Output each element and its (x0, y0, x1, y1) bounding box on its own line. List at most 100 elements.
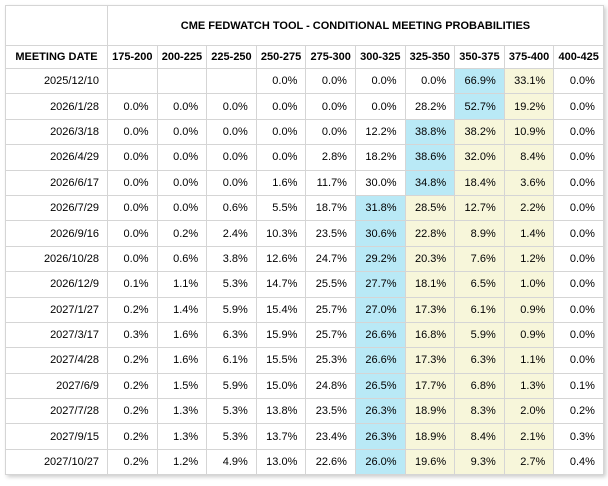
fedwatch-probabilities-table: CME FEDWATCH TOOL - CONDITIONAL MEETING … (5, 5, 604, 476)
probability-cell: 27.0% (354, 296, 406, 323)
meeting-date-cell: 2026/7/29 (5, 194, 108, 222)
probability-cell: 0.1% (553, 372, 604, 400)
probability-cell: 1.6% (156, 347, 208, 374)
table-row: 2026/4/29 0.0% 0.0% 0.0% 0.0% 2.8% 18.2% 38.6% 3… (5, 144, 604, 171)
probability-cell: 20.3% (404, 245, 456, 273)
probability-cell: 0.0% (255, 144, 307, 171)
probability-cell: 0.0% (354, 93, 406, 120)
probability-cell: 3.8% (206, 245, 257, 273)
probability-cell: 0.0% (553, 144, 604, 171)
rate-range-header: 400-425 (553, 45, 604, 69)
probability-cell: 15.0% (255, 372, 307, 400)
probability-cell: 0.2% (553, 398, 604, 425)
probability-cell: 14.7% (255, 271, 307, 298)
probability-cell: 6.1% (206, 347, 257, 374)
probability-cell (206, 67, 257, 95)
probability-cell: 8.4% (454, 423, 505, 450)
probability-cell: 8.9% (454, 220, 505, 247)
probability-cell: 0.0% (553, 245, 604, 273)
table-row: 2025/12/10 0.0% 0.0% 0.0% 0.0% 66.9% 33.1% 0.0% (5, 67, 604, 95)
probability-cell: 10.3% (255, 220, 307, 247)
probability-cell: 26.3% (354, 423, 406, 450)
probability-cell: 0.2% (156, 220, 208, 247)
table-row: 2026/1/28 0.0% 0.0% 0.0% 0.0% 0.0% 0.0% 28.2% 52… (5, 93, 604, 120)
probability-cell: 29.2% (354, 245, 406, 273)
probability-cell: 8.4% (503, 144, 555, 171)
probability-cell: 0.0% (107, 220, 158, 247)
table-title: CME FEDWATCH TOOL - CONDITIONAL MEETING … (107, 5, 604, 46)
probability-cell: 25.3% (305, 347, 356, 374)
probability-cell: 0.0% (305, 67, 356, 95)
probability-cell: 1.4% (503, 220, 555, 247)
table-row: 2026/3/18 0.0% 0.0% 0.0% 0.0% 0.0% 12.2% 38.8% 3… (5, 118, 604, 146)
probability-cell: 0.0% (553, 321, 604, 349)
rate-range-header: 350-375 (454, 45, 505, 69)
probability-cell: 0.0% (553, 347, 604, 374)
probability-cell: 18.7% (305, 194, 356, 222)
probability-cell: 8.3% (454, 398, 505, 425)
probability-cell: 0.0% (206, 144, 257, 171)
probability-cell: 1.3% (156, 423, 208, 450)
probability-cell: 5.9% (206, 296, 257, 323)
column-header-row: MEETING DATE 175-200 200-225 225-250 250-27… (5, 45, 604, 69)
probability-cell: 2.4% (206, 220, 257, 247)
probability-cell: 6.3% (206, 321, 257, 349)
probability-cell: 22.6% (305, 448, 356, 476)
probability-cell: 0.0% (305, 118, 356, 146)
probability-cell: 5.3% (206, 271, 257, 298)
probability-cell: 6.3% (454, 347, 505, 374)
probability-cell: 18.9% (404, 423, 456, 450)
table-row: 2027/4/28 0.2% 1.6% 6.1% 15.5% 25.3% 26.6% 17.3… (5, 347, 604, 374)
probability-cell: 0.6% (156, 245, 208, 273)
table-row: 2027/6/9 0.2% 1.5% 5.9% 15.0% 24.8% 26.5% 17.7%… (5, 372, 604, 400)
probability-cell: 1.0% (503, 271, 555, 298)
probability-cell: 1.6% (255, 169, 307, 196)
probability-cell: 0.0% (354, 67, 406, 95)
probability-cell: 18.4% (454, 169, 505, 196)
probability-cell: 12.6% (255, 245, 307, 273)
probability-cell: 0.0% (206, 118, 257, 146)
meeting-date-cell: 2026/10/28 (5, 245, 108, 273)
probability-cell: 12.2% (354, 118, 406, 146)
probability-cell: 17.3% (404, 347, 456, 374)
rate-range-header: 175-200 (107, 45, 158, 69)
probability-cell: 28.2% (404, 93, 456, 120)
meeting-date-cell: 2026/1/28 (5, 93, 108, 120)
probability-cell: 0.0% (156, 169, 208, 196)
probability-cell: 19.2% (503, 93, 555, 120)
probability-cell: 23.5% (305, 398, 356, 425)
rate-range-header: 325-350 (404, 45, 456, 69)
probability-cell: 0.2% (107, 372, 158, 400)
table-body: 2025/12/10 0.0% 0.0% 0.0% 0.0% 66.9% 33.1% 0.0%… (5, 67, 604, 476)
probability-cell: 30.6% (354, 220, 406, 247)
probability-cell: 34.8% (404, 169, 456, 196)
probability-cell: 33.1% (503, 67, 555, 95)
probability-cell: 0.0% (404, 67, 456, 95)
probability-cell: 5.3% (206, 423, 257, 450)
probability-cell: 0.4% (553, 448, 604, 476)
rate-range-header: 300-325 (354, 45, 406, 69)
probability-cell: 1.1% (503, 347, 555, 374)
probability-cell: 2.8% (305, 144, 356, 171)
fedwatch-table-container: CME FEDWATCH TOOL - CONDITIONAL MEETING … (5, 5, 604, 476)
probability-cell: 13.7% (255, 423, 307, 450)
probability-cell: 0.0% (156, 194, 208, 222)
meeting-date-cell: 2027/10/27 (5, 448, 108, 476)
meeting-date-cell: 2025/12/10 (5, 67, 108, 95)
probability-cell: 0.0% (156, 93, 208, 120)
probability-cell: 0.0% (255, 93, 307, 120)
probability-cell: 24.8% (305, 372, 356, 400)
probability-cell: 1.5% (156, 372, 208, 400)
probability-cell: 4.9% (206, 448, 257, 476)
probability-cell: 52.7% (454, 93, 505, 120)
probability-cell: 5.9% (206, 372, 257, 400)
probability-cell: 1.3% (503, 372, 555, 400)
probability-cell: 0.0% (107, 194, 158, 222)
table-row: 2026/9/16 0.0% 0.2% 2.4% 10.3% 23.5% 30.6% 22.8… (5, 220, 604, 247)
probability-cell: 6.8% (454, 372, 505, 400)
probability-cell: 0.0% (553, 296, 604, 323)
probability-cell: 0.9% (503, 296, 555, 323)
meeting-date-cell: 2027/9/15 (5, 423, 108, 450)
table-row: 2026/10/28 0.0% 0.6% 3.8% 12.6% 24.7% 29.2% 20.… (5, 245, 604, 273)
probability-cell: 0.0% (107, 118, 158, 146)
